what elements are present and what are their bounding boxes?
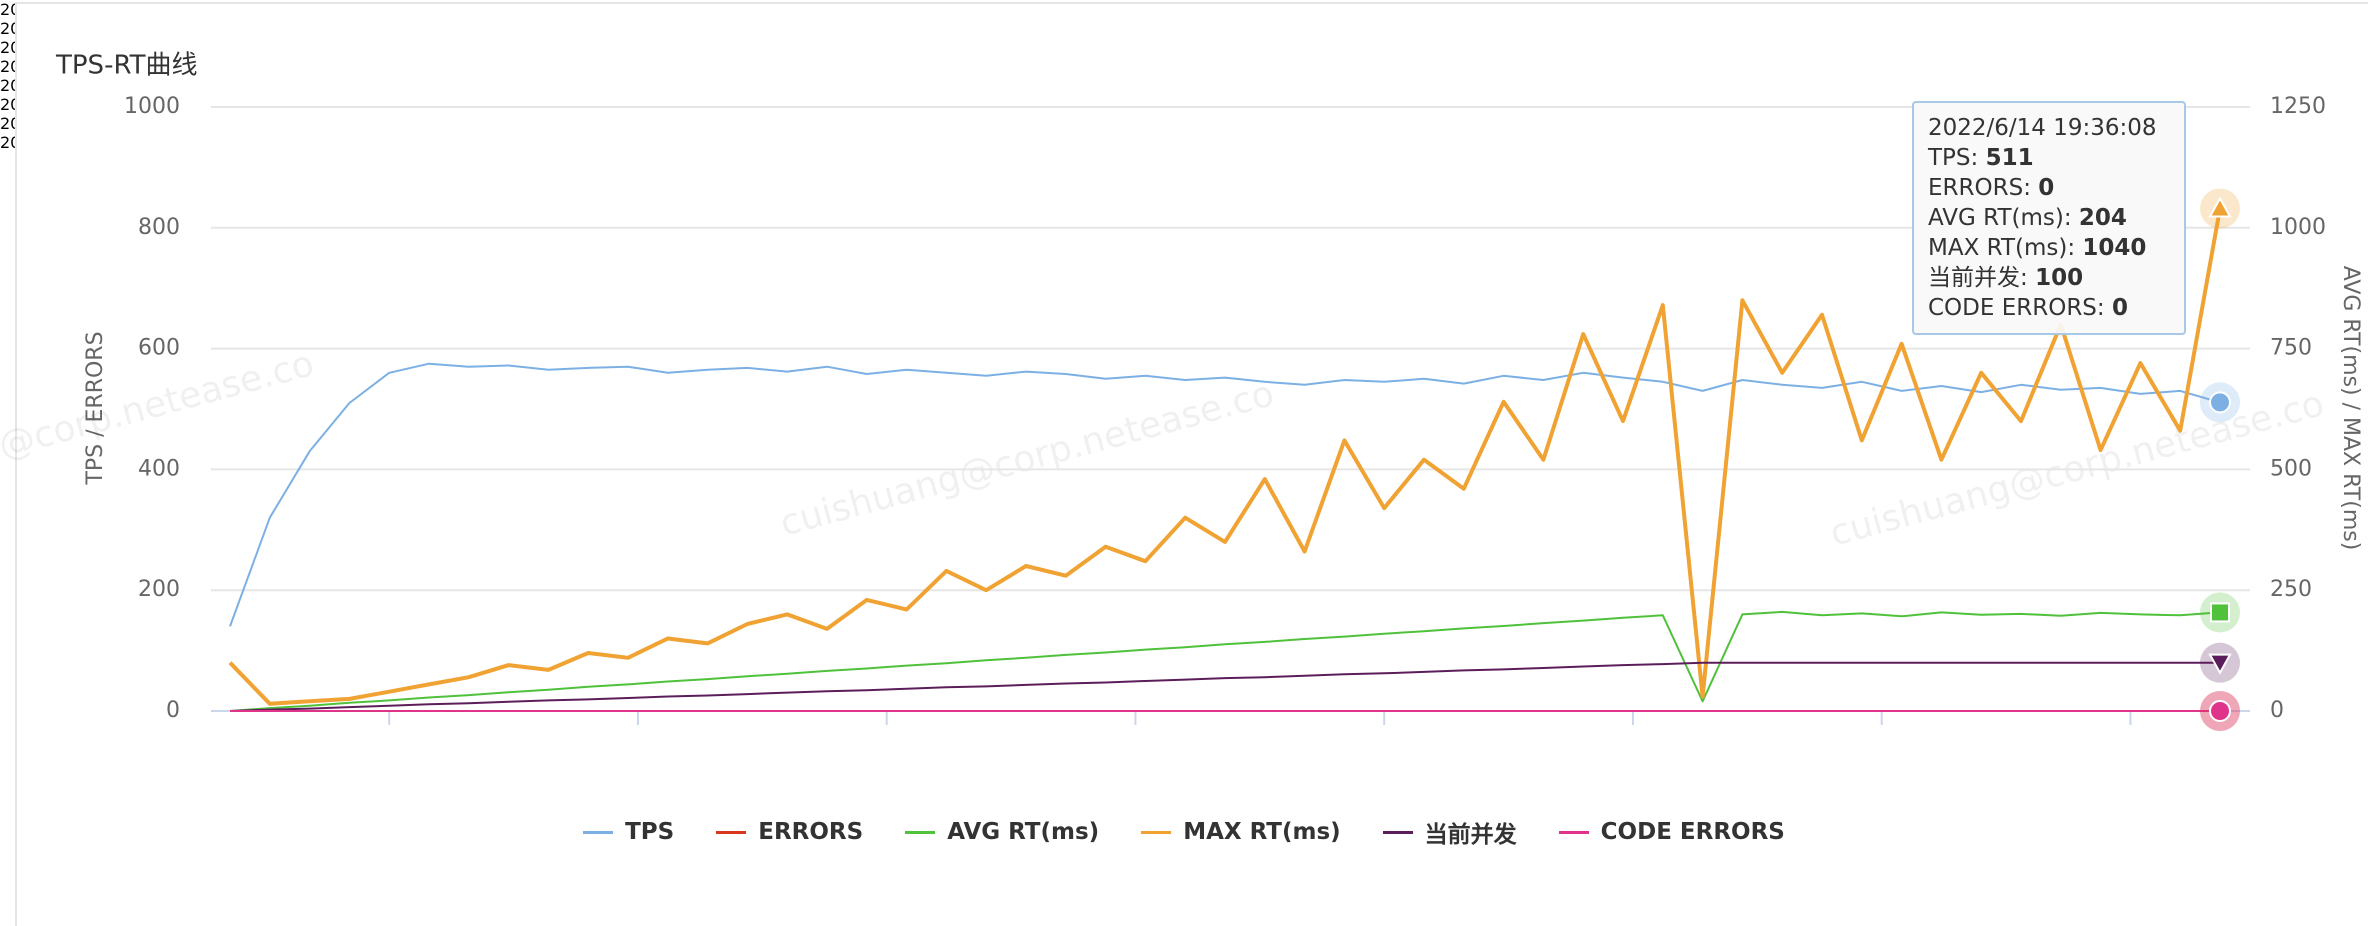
legend-label: AVG RT(ms) [947, 819, 1100, 845]
tooltip-value: 511 [1985, 145, 2034, 171]
y-tick-label: 400 [138, 456, 180, 481]
legend-label: CODE ERRORS [1600, 819, 1785, 845]
tooltip-row: MAX RT(ms)1040 [1928, 233, 2170, 263]
tooltip: 2022/6/14 19:36:08 TPS511ERRORS0AVG RT(m… [1912, 101, 2186, 335]
tooltip-row: TPS511 [1928, 143, 2170, 173]
marker [2208, 196, 2232, 218]
tooltip-row: 当前并发100 [1928, 263, 2170, 293]
legend-label: MAX RT(ms) [1183, 819, 1341, 845]
tooltip-name: MAX RT(ms) [1928, 235, 2082, 261]
legend-swatch [1141, 830, 1172, 834]
y-tick-label: 200 [138, 577, 180, 602]
legend-item[interactable]: 当前并发 [1382, 815, 1517, 849]
tooltip-row: ERRORS0 [1928, 173, 2170, 203]
tooltip-name: TPS [1928, 145, 1986, 171]
tooltip-name: ERRORS [1928, 175, 2038, 201]
tooltip-name: AVG RT(ms) [1928, 205, 2079, 231]
tooltip-row: CODE ERRORS0 [1928, 293, 2170, 323]
legend-item[interactable]: MAX RT(ms) [1141, 815, 1341, 849]
tooltip-value: 0 [2038, 175, 2055, 201]
tooltip-value: 204 [2078, 205, 2127, 231]
series-line [228, 208, 2222, 706]
legend-swatch [905, 830, 936, 834]
y-tick-label: 600 [138, 336, 180, 361]
legend-label: ERRORS [758, 819, 864, 845]
tooltip-value: 1040 [2082, 235, 2147, 261]
legend-item[interactable]: TPS [583, 815, 674, 849]
y2-tick-label: 500 [2270, 456, 2312, 481]
tooltip-title: 2022/6/14 19:36:08 [1928, 115, 2157, 141]
marker [2210, 602, 2230, 623]
legend-swatch [1558, 830, 1589, 834]
legend-swatch [1382, 830, 1413, 834]
y-tick-label: 800 [138, 215, 180, 240]
legend-label: TPS [625, 819, 675, 845]
legend: TPS ERRORS AVG RT(ms) MAX RT(ms) 当前并发 CODE ER… [0, 815, 2368, 849]
y-axis-title: TPS / ERRORS [83, 331, 108, 485]
legend-item[interactable]: ERRORS [716, 815, 863, 849]
y2-axis-title: AVG RT(ms) / MAX RT(ms) [2338, 266, 2363, 551]
y2-tick-label: 0 [2270, 698, 2284, 723]
tooltip-name: 当前并发 [1928, 265, 2035, 291]
legend-swatch [583, 830, 614, 834]
y2-tick-label: 250 [2270, 577, 2312, 602]
legend-swatch [716, 830, 747, 834]
tooltip-name: CODE ERRORS [1928, 295, 2112, 321]
y2-tick-label: 750 [2270, 336, 2312, 361]
marker [2209, 700, 2231, 722]
marker [2208, 653, 2232, 675]
legend-item[interactable]: AVG RT(ms) [905, 815, 1099, 849]
series-line [229, 610, 2221, 712]
y-tick-label: 0 [166, 698, 180, 723]
tooltip-value: 0 [2111, 295, 2128, 321]
series-line [229, 362, 2221, 627]
chart-title: TPS-RT曲线 [55, 51, 198, 81]
tooltip-value: 100 [2035, 265, 2084, 291]
series-line [229, 661, 2220, 712]
marker [2209, 391, 2231, 414]
y2-tick-label: 1000 [2270, 215, 2326, 240]
legend-label: 当前并发 [1424, 822, 1517, 848]
y-tick-label: 1000 [124, 94, 180, 119]
legend-item[interactable]: CODE ERRORS [1558, 815, 1785, 849]
y2-tick-label: 1250 [2270, 94, 2326, 119]
tooltip-row: AVG RT(ms)204 [1928, 203, 2170, 233]
